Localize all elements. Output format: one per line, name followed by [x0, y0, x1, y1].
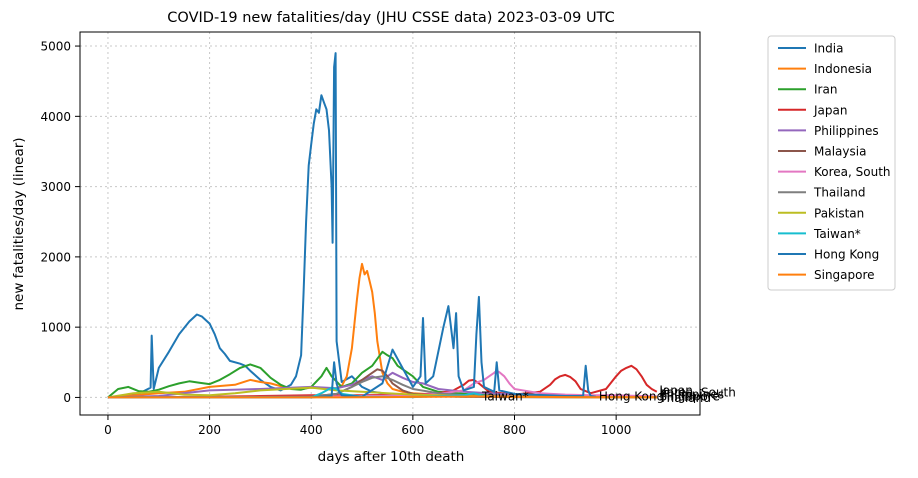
series-line-singapore — [108, 395, 657, 399]
series-line-indonesia — [107, 262, 657, 399]
x-tick-label: 800 — [503, 423, 526, 437]
series-line-india — [107, 52, 657, 399]
x-tick-label: 400 — [300, 423, 323, 437]
legend-label: Korea, South — [814, 165, 891, 179]
legend-label: Malaysia — [814, 145, 866, 159]
legend-label: Taiwan* — [813, 227, 861, 241]
end-label: Thailand — [658, 391, 711, 405]
series-line-hong-kong — [108, 295, 596, 399]
chart-title: COVID-19 new fatalities/day (JHU CSSE da… — [167, 10, 614, 26]
y-axis-label: new fatalities/day (linear) — [11, 137, 27, 310]
y-tick-label: 4000 — [40, 110, 71, 124]
y-tick-label: 5000 — [40, 40, 71, 54]
end-label: Japan — [658, 383, 692, 397]
legend-label: Hong Kong — [814, 248, 879, 262]
legend-label: Iran — [814, 83, 837, 97]
end-label: Taiwan* — [481, 390, 529, 404]
y-tick-label: 1000 — [40, 321, 71, 335]
x-tick-label: 600 — [401, 423, 424, 437]
legend: India Indonesia Iran Japan Philippines Malays… — [767, 35, 896, 291]
legend-label: Singapore — [814, 268, 875, 282]
legend-label: Indonesia — [814, 62, 872, 76]
x-tick-label: 0 — [104, 423, 112, 437]
y-tick-label: 3000 — [40, 180, 71, 194]
legend-label: Japan — [813, 103, 847, 117]
plot-frame — [79, 31, 701, 416]
legend-label: Philippines — [814, 124, 879, 138]
end-label: Singapore — [659, 389, 720, 403]
legend-box — [767, 35, 896, 291]
x-axis-label: days after 10th death — [318, 449, 465, 465]
y-tick-label: 2000 — [40, 250, 71, 264]
legend-label: Pakistan — [814, 206, 864, 220]
end-label: Korea, South — [659, 386, 736, 400]
x-tick-label: 200 — [198, 423, 221, 437]
legend-label: India — [814, 42, 843, 56]
series-layer — [107, 52, 658, 399]
tick-layer: 0 200 400 600 800 1000 0 1000 2000 3000 4000 5000 — [40, 40, 631, 437]
end-label: Philippines — [659, 388, 724, 402]
legend-label: Thailand — [813, 186, 866, 200]
end-label: Hong Kong — [599, 390, 664, 404]
x-tick-label: 1000 — [601, 423, 632, 437]
y-tick-label: 0 — [63, 391, 71, 405]
